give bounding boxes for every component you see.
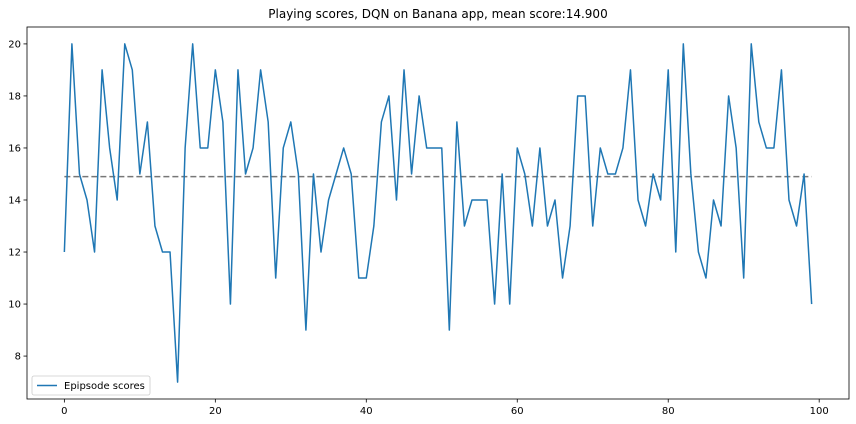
legend-box <box>31 375 151 396</box>
y-tick-label: 8 <box>15 352 21 363</box>
y-tick-label: 20 <box>8 39 21 50</box>
y-axis: 8 10 12 14 16 18 20 <box>8 39 27 363</box>
x-tick-label: 60 <box>511 406 524 417</box>
axes-frame <box>26 26 850 400</box>
y-tick-label: 16 <box>8 143 21 154</box>
y-tick-label: 14 <box>8 195 21 206</box>
y-tick-label: 12 <box>8 248 21 259</box>
y-tick-label: 18 <box>8 91 21 102</box>
series-group <box>63 43 813 383</box>
plot-area: 0 20 40 60 80 100 8 10 12 14 16 18 20 Epipsode scor… <box>8 26 850 417</box>
x-tick-label: 0 <box>61 406 67 417</box>
x-tick-label: 40 <box>360 406 373 417</box>
y-tick-label: 10 <box>8 300 21 311</box>
legend: Epipsode scores <box>31 375 151 396</box>
x-tick-label: 20 <box>209 406 222 417</box>
chart-title: Playing scores, DQN on Banana app, mean … <box>268 7 607 21</box>
series-line-episode-scores <box>63 43 813 383</box>
x-tick-label: 80 <box>662 406 675 417</box>
x-axis: 0 20 40 60 80 100 <box>61 399 829 417</box>
x-tick-label: 100 <box>810 406 829 417</box>
legend-label: Epipsode scores <box>64 381 145 392</box>
